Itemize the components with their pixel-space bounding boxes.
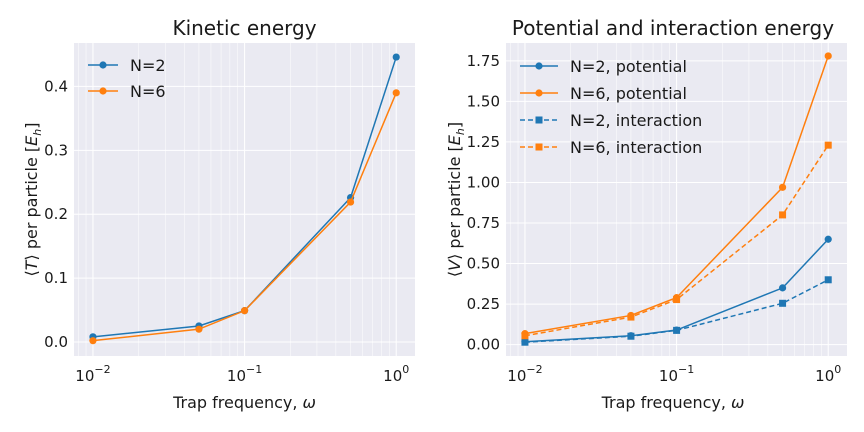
data-point — [195, 325, 203, 333]
grid-potential — [506, 43, 847, 356]
data-point — [824, 235, 832, 243]
chart-title-kinetic: Kinetic energy — [172, 16, 316, 40]
data-point — [346, 198, 355, 206]
legend-potential: N=2, potential N=6, potential N=2, interac… — [520, 57, 702, 157]
y-tick-label: 1.50 — [467, 92, 500, 110]
legend-kinetic: N=2N=6 — [88, 56, 166, 101]
legend-label: N=6 — [130, 82, 166, 101]
y-tick-label: 1.00 — [467, 173, 500, 191]
data-point — [824, 141, 832, 149]
x-tick-label: 10−2 — [75, 363, 110, 385]
y-tick-label: 0.00 — [467, 336, 500, 354]
x-axis-label-kinetic: Trap frequency, ω — [172, 393, 316, 412]
x-tick-label: 100 — [383, 363, 409, 385]
data-point — [673, 326, 681, 334]
legend-label: N=2 — [130, 56, 166, 75]
data-point — [392, 53, 400, 61]
data-point — [521, 332, 529, 340]
legend-marker — [535, 143, 543, 151]
y-tick-label: 0.1 — [44, 269, 68, 287]
grid-kinetic — [74, 43, 415, 356]
x-tick-label: 10−2 — [507, 363, 542, 385]
data-point — [89, 337, 97, 345]
data-point — [673, 296, 681, 304]
y-tick-label: 0.25 — [467, 295, 500, 313]
legend-label: N=6, interaction — [570, 138, 702, 157]
data-point — [627, 313, 635, 321]
data-point — [392, 89, 400, 97]
legend-label: N=2, potential — [570, 57, 687, 76]
data-point — [824, 276, 832, 284]
y-axis-label-potential: ⟨V⟩ per particle [Eh] — [445, 122, 467, 277]
y-tick-label: 0.3 — [44, 141, 68, 159]
data-point — [779, 211, 787, 219]
y-tick-label: 0.75 — [467, 214, 500, 232]
x-tick-label: 10−1 — [227, 363, 262, 385]
chart-title-potential: Potential and interaction energy — [512, 16, 834, 40]
y-ticks-potential: 0.00 0.25 0.50 0.75 1.00 1.25 1.50 1.75 — [467, 52, 500, 354]
legend-marker — [99, 61, 107, 69]
legend-marker — [535, 89, 543, 97]
y-ticks-kinetic: 0.0 0.1 0.2 0.3 0.4 — [44, 77, 68, 351]
x-tick-label: 10−1 — [659, 363, 694, 385]
legend-marker — [535, 116, 543, 124]
legend-label: N=6, potential — [570, 84, 687, 103]
kinetic-energy-panel: 0.0 0.1 0.2 0.3 0.4 10−2 10−1 100 Kinetic ener… — [22, 16, 415, 412]
data-point — [779, 299, 787, 307]
legend-marker — [99, 87, 107, 95]
data-point — [778, 284, 787, 292]
y-tick-label: 0.50 — [467, 255, 500, 273]
x-ticks-kinetic: 10−2 10−1 100 — [75, 363, 409, 385]
series-potential — [521, 52, 832, 346]
legend-marker — [535, 62, 543, 70]
y-tick-label: 0.0 — [44, 333, 68, 351]
legend-label: N=2, interaction — [570, 111, 702, 130]
data-point — [627, 332, 635, 340]
data-point — [240, 307, 249, 315]
series-kinetic — [89, 53, 400, 345]
x-tick-label: 100 — [815, 363, 841, 385]
x-axis-label-potential: Trap frequency, ω — [601, 393, 745, 412]
data-point — [824, 52, 832, 60]
y-tick-label: 1.25 — [467, 133, 500, 151]
x-ticks-potential: 10−2 10−1 100 — [507, 363, 841, 385]
y-tick-label: 1.75 — [467, 52, 500, 70]
y-axis-label-kinetic: ⟨T⟩ per particle [Eh] — [22, 122, 44, 276]
data-point — [521, 338, 529, 346]
data-point — [778, 183, 787, 191]
y-tick-label: 0.2 — [44, 205, 68, 223]
potential-energy-panel: 0.000.250.500.751.001.251.501.75 10−2 10−… — [445, 16, 847, 412]
y-tick-label: 0.4 — [44, 77, 68, 95]
